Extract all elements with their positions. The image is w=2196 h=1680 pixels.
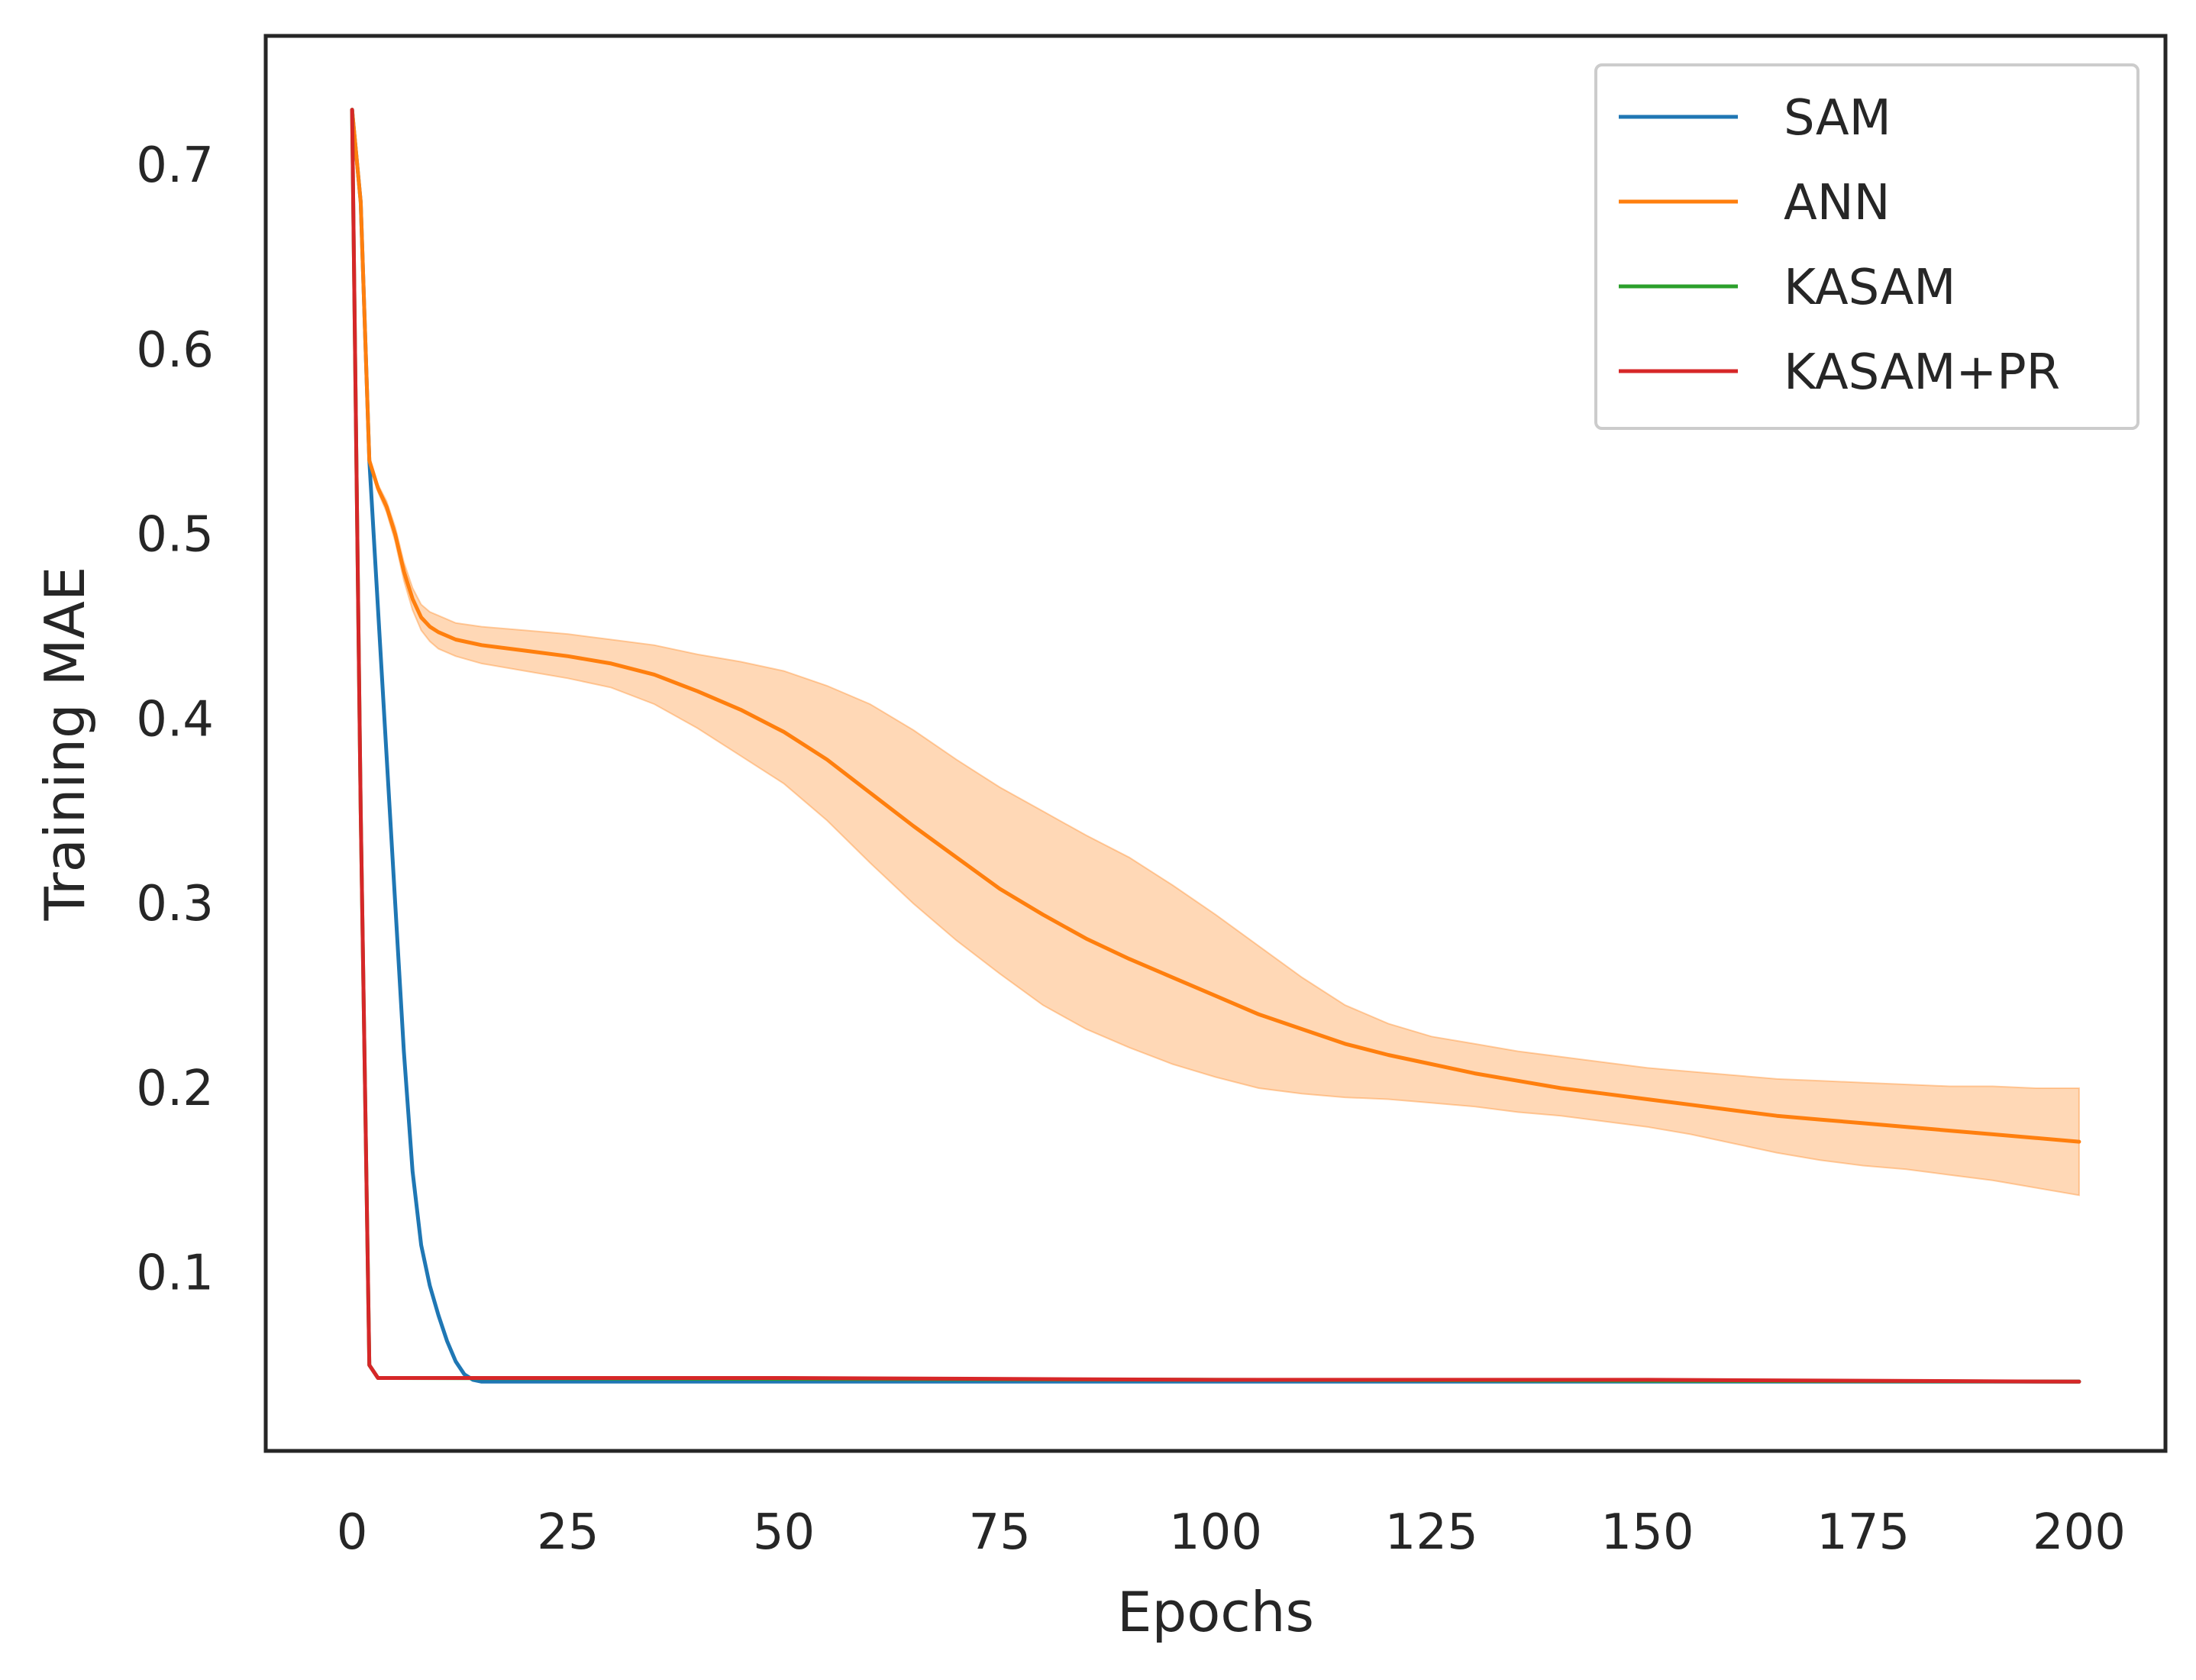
legend-label: KASAM+PR bbox=[1784, 344, 2060, 401]
x-tick-label: 100 bbox=[1169, 1504, 1262, 1561]
y-tick-label: 0.4 bbox=[136, 691, 214, 748]
y-tick-labels: 0.1 0.2 0.3 0.4 0.5 0.6 0.7 bbox=[136, 137, 214, 1301]
x-tick-labels: 0 25 50 75 100 125 150 175 200 bbox=[337, 1504, 2126, 1561]
x-tick-label: 25 bbox=[537, 1504, 599, 1561]
series-line-kasam-pr bbox=[350, 108, 2081, 1384]
legend: SAM ANN KASAM KASAM+PR bbox=[1594, 63, 2139, 430]
x-tick-label: 125 bbox=[1385, 1504, 1478, 1561]
x-tick-label: 175 bbox=[1817, 1504, 1910, 1561]
y-tick-label: 0.1 bbox=[136, 1245, 214, 1302]
x-tick-label: 150 bbox=[1600, 1504, 1694, 1561]
legend-box bbox=[1594, 63, 2139, 430]
x-axis-label: Epochs bbox=[1117, 1580, 1314, 1644]
x-tick-label: 200 bbox=[2033, 1504, 2126, 1561]
series-layer bbox=[350, 108, 2081, 1384]
legend-label: SAM bbox=[1784, 90, 1891, 147]
y-tick-label: 0.3 bbox=[136, 876, 214, 932]
legend-label: KASAM bbox=[1784, 260, 1955, 316]
y-tick-label: 0.6 bbox=[136, 322, 214, 379]
y-tick-label: 0.2 bbox=[136, 1061, 214, 1117]
series-line-ann bbox=[350, 108, 2081, 1144]
y-axis-label: Training MAE bbox=[33, 567, 97, 922]
y-tick-label: 0.7 bbox=[136, 137, 214, 194]
y-tick-label: 0.5 bbox=[136, 507, 214, 564]
series-line-sam bbox=[350, 108, 2081, 1384]
x-tick-label: 75 bbox=[969, 1504, 1031, 1561]
plot-frame bbox=[263, 34, 2168, 1453]
x-tick-label: 50 bbox=[753, 1504, 815, 1561]
legend-label: ANN bbox=[1784, 175, 1891, 231]
x-tick-label: 0 bbox=[337, 1504, 368, 1561]
